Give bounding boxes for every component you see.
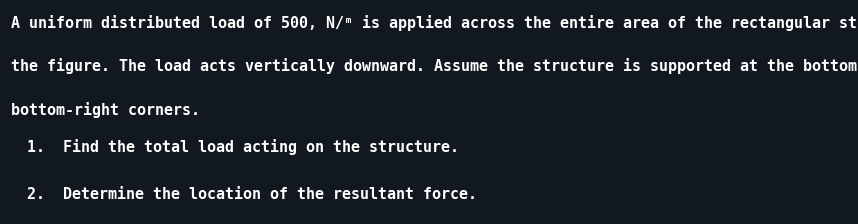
Text: the figure. The load acts vertically downward. Assume the structure is supported: the figure. The load acts vertically dow…	[11, 58, 858, 74]
Text: bottom-right corners.: bottom-right corners.	[11, 102, 200, 118]
Text: 2.  Determine the location of the resultant force.: 2. Determine the location of the resulta…	[27, 187, 477, 202]
Text: 1.  Find the total load acting on the structure.: 1. Find the total load acting on the str…	[27, 139, 459, 155]
Text: A uniform distributed load of 500, N/ᵐ is applied across the entire area of the : A uniform distributed load of 500, N/ᵐ i…	[11, 15, 858, 30]
